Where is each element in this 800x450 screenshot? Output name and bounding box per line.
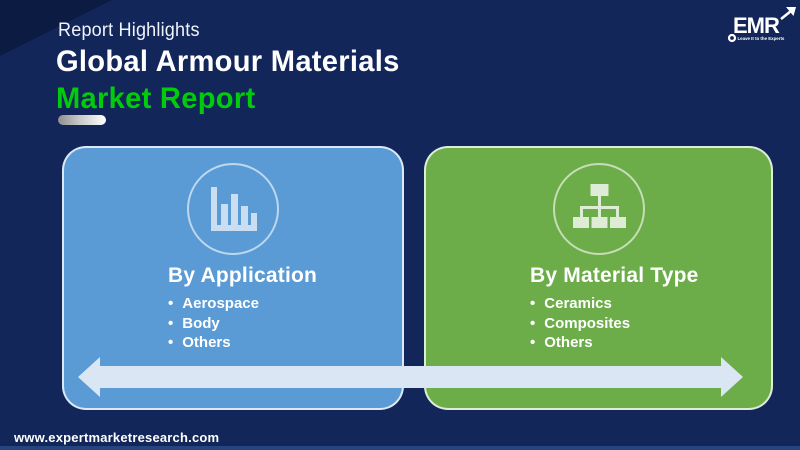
list-item: Others [168,333,402,353]
title-underline-pill [58,115,106,125]
bar-chart-icon [211,187,257,231]
org-chart-icon [572,184,626,228]
report-eyebrow: Report Highlights [58,20,200,41]
list-item: Aerospace [168,294,402,314]
logo-ring-icon [727,33,737,43]
list-item: Body [168,314,402,334]
card-list: Ceramics Composites Others [530,294,771,353]
arrow-up-right-icon [780,7,796,21]
card-icon-circle [187,163,279,255]
page-title-line2: Market Report [56,82,256,115]
card-heading: By Material Type [530,264,699,287]
card-body: By Material Type Ceramics Composites Oth… [426,255,771,353]
card-heading: By Application [168,264,318,287]
list-item: Composites [530,314,771,334]
emr-logo: EMR Leave It to the Experts [727,7,796,43]
list-item: Others [530,333,771,353]
double-arrow [78,357,743,397]
list-item: Ceramics [530,294,771,314]
emr-logo-text: EMR [733,13,780,38]
page-title-line1: Global Armour Materials [56,45,400,78]
logo-tagline: Leave It to the Experts [738,36,785,41]
website-url: www.expertmarketresearch.com [14,430,220,445]
footer-strip [0,446,800,450]
card-list: Aerospace Body Others [168,294,402,353]
card-icon-circle [552,163,645,255]
card-body: By Application Aerospace Body Others [64,255,402,353]
